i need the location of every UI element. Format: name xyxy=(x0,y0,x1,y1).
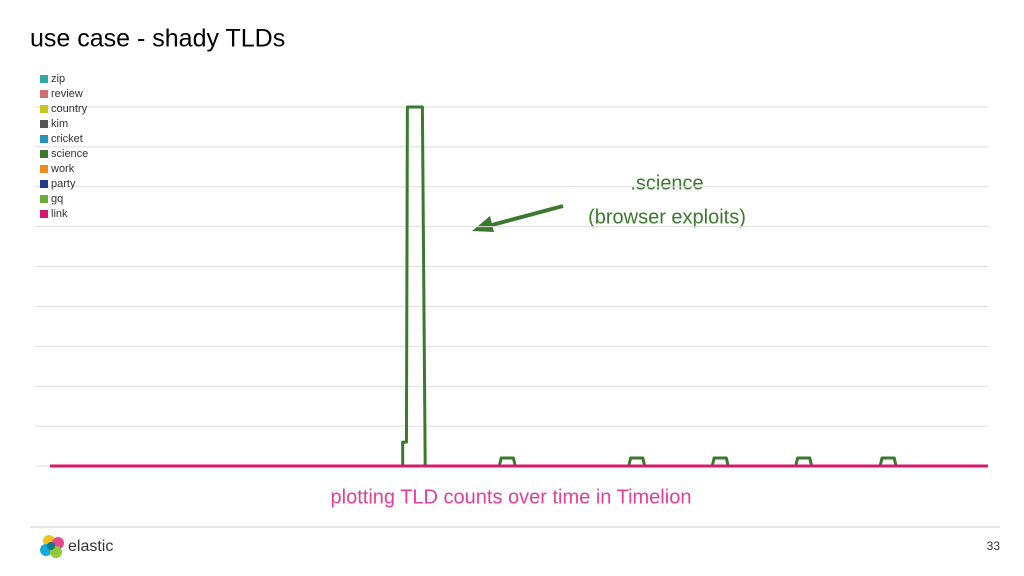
legend-swatch xyxy=(40,75,48,83)
legend-label: country xyxy=(51,103,88,115)
legend-label: work xyxy=(50,163,75,175)
legend-swatch xyxy=(40,135,48,143)
arrow-head xyxy=(472,216,494,232)
legend-label: cricket xyxy=(51,133,83,145)
legend-swatch xyxy=(40,120,48,128)
legend-swatch xyxy=(40,180,48,188)
slide-title: use case - shady TLDs xyxy=(30,25,285,53)
legend-swatch xyxy=(40,210,48,218)
annotation: .science xyxy=(630,172,703,194)
caption: plotting TLD counts over time in Timelio… xyxy=(331,486,692,508)
annotation: (browser exploits) xyxy=(588,206,746,228)
page-number: 33 xyxy=(987,539,1001,553)
legend-label: link xyxy=(51,208,68,220)
arrow-shaft xyxy=(487,204,564,228)
legend-label: science xyxy=(51,148,88,160)
series-line xyxy=(50,105,988,468)
legend-label: party xyxy=(51,178,76,190)
legend-label: kim xyxy=(51,118,68,130)
legend-swatch xyxy=(40,90,48,98)
legend-label: gq xyxy=(51,193,63,205)
legend-label: zip xyxy=(51,73,65,85)
elastic-logo xyxy=(40,535,64,558)
legend-swatch xyxy=(40,105,48,113)
legend-swatch xyxy=(40,195,48,203)
legend-swatch xyxy=(40,165,48,173)
brand: elastic xyxy=(68,538,113,555)
legend-label: review xyxy=(51,88,83,100)
legend-swatch xyxy=(40,150,48,158)
